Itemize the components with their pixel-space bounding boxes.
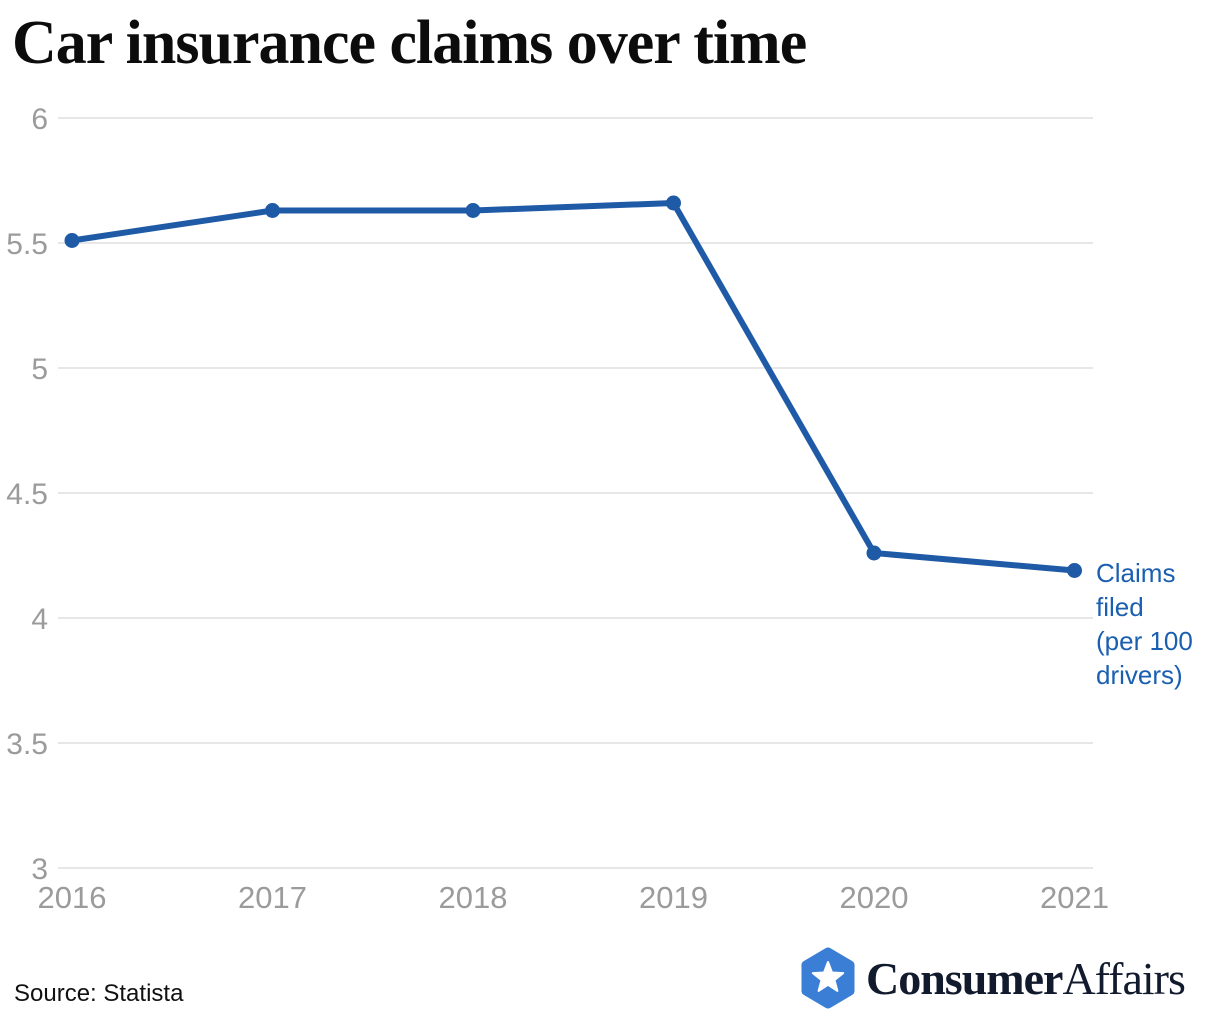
x-tick-label-2018: 2018 xyxy=(439,880,508,915)
data-point-2018 xyxy=(465,203,481,218)
x-tick-label-2021: 2021 xyxy=(1040,880,1109,915)
brand-consumer: Consumer xyxy=(866,952,1063,1004)
data-point-2019 xyxy=(666,195,681,211)
x-tick-label-2016: 2016 xyxy=(38,880,107,915)
data-point-2016 xyxy=(64,233,80,248)
y-tick-label: 6 xyxy=(31,103,48,136)
y-tick-label: 4.5 xyxy=(6,478,48,511)
data-point-2021 xyxy=(1067,563,1082,578)
y-tick-label: 5 xyxy=(31,353,48,386)
y-tick-label: 5.5 xyxy=(6,228,48,261)
source-note: Source: Statista xyxy=(14,980,184,1007)
y-tick-label: 4 xyxy=(31,603,48,636)
data-point-2020 xyxy=(866,545,882,561)
brand-affairs: Affairs xyxy=(1062,952,1185,1004)
data-line xyxy=(69,200,1078,574)
series-label: Claims filed (per 100 drivers) xyxy=(1096,558,1193,690)
brand-wordmark: ConsumerAffairs xyxy=(866,952,1186,1005)
consumeraffairs-logo: ConsumerAffairs xyxy=(798,946,1186,1010)
x-tick-label-2019: 2019 xyxy=(639,880,708,915)
x-tick-label-2017: 2017 xyxy=(238,880,307,915)
x-tick-label-2020: 2020 xyxy=(840,880,909,915)
data-point-2017 xyxy=(265,203,280,218)
y-tick-label: 3 xyxy=(31,853,48,886)
chart-title: Car insurance claims over time xyxy=(12,9,807,77)
star-hexagon-icon xyxy=(801,947,855,1009)
y-tick-label: 3.5 xyxy=(6,728,48,761)
